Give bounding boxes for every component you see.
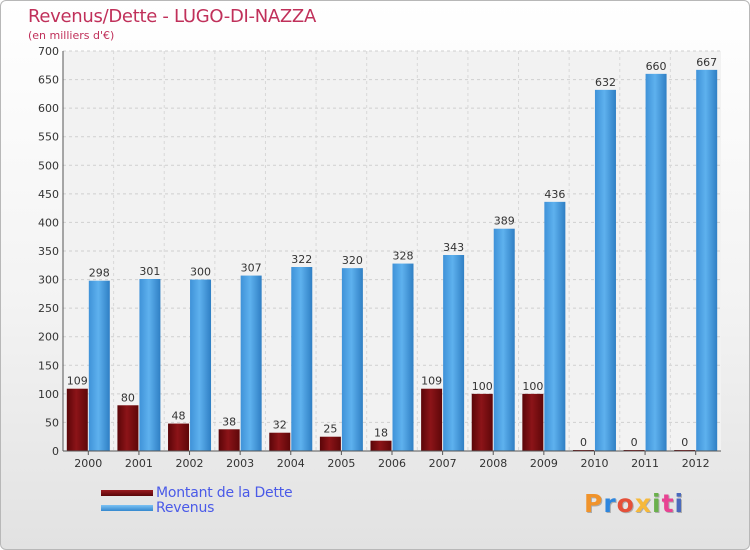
- bar-dette: [117, 405, 139, 451]
- y-tick-label: 400: [38, 216, 59, 229]
- y-tick-label: 600: [38, 102, 59, 115]
- data-label: 109: [421, 375, 442, 388]
- legend-label-dette: Montant de la Dette: [156, 485, 293, 501]
- x-tick-label: 2004: [277, 457, 305, 470]
- legend-swatch-dette: [101, 490, 153, 496]
- x-tick-label: 2010: [580, 457, 608, 470]
- data-label: 436: [544, 188, 565, 201]
- x-tick-label: 2001: [125, 457, 153, 470]
- x-tick-label: 2002: [176, 457, 204, 470]
- bar-revenus: [341, 268, 363, 451]
- y-tick-label: 300: [38, 274, 59, 287]
- bar-dette: [269, 432, 291, 451]
- data-label: 0: [580, 436, 587, 449]
- bar-revenus: [544, 201, 566, 451]
- bar-revenus: [594, 89, 616, 451]
- proxiti-logo: Proxiti: [584, 489, 684, 518]
- y-tick-label: 100: [38, 388, 59, 401]
- y-tick-label: 500: [38, 159, 59, 172]
- x-tick-label: 2000: [74, 457, 102, 470]
- data-label: 343: [443, 241, 464, 254]
- data-label: 667: [696, 56, 717, 69]
- x-tick-label: 2009: [530, 457, 558, 470]
- bar-dette: [218, 429, 240, 451]
- data-label: 320: [342, 254, 363, 267]
- bar-revenus: [291, 267, 313, 451]
- data-label: 109: [67, 375, 88, 388]
- data-label: 38: [222, 415, 236, 428]
- y-tick-label: 650: [38, 74, 59, 87]
- bar-dette: [168, 423, 190, 451]
- logo-letter: r: [603, 489, 617, 518]
- data-label: 298: [89, 267, 110, 280]
- bar-revenus: [392, 263, 414, 451]
- y-tick-label: 250: [38, 302, 59, 315]
- legend-swatch-revenus: [101, 505, 153, 511]
- data-label: 300: [190, 266, 211, 279]
- bar-revenus: [645, 73, 667, 451]
- x-tick-label: 2008: [479, 457, 507, 470]
- y-tick-label: 0: [52, 445, 59, 458]
- bar-dette: [421, 388, 443, 451]
- data-label: 660: [646, 60, 667, 73]
- bar-revenus: [443, 255, 465, 451]
- data-label: 80: [121, 391, 135, 404]
- data-label: 632: [595, 76, 616, 89]
- data-label: 18: [374, 427, 388, 440]
- x-tick-label: 2012: [682, 457, 710, 470]
- y-tick-label: 450: [38, 188, 59, 201]
- y-tick-label: 550: [38, 131, 59, 144]
- data-label: 328: [393, 250, 414, 263]
- logo-letter: t: [661, 489, 675, 518]
- data-label: 32: [273, 419, 287, 432]
- logo-letter: x: [634, 489, 652, 518]
- data-label: 0: [631, 436, 638, 449]
- bar-revenus: [240, 275, 262, 451]
- legend-label-revenus: Revenus: [156, 500, 215, 516]
- bar-dette: [370, 440, 392, 451]
- data-label: 48: [172, 410, 186, 423]
- bar-dette: [319, 436, 341, 451]
- data-label: 100: [522, 380, 543, 393]
- x-tick-label: 2007: [429, 457, 457, 470]
- bar-dette: [66, 388, 88, 451]
- y-tick-label: 350: [38, 245, 59, 258]
- x-tick-label: 2003: [226, 457, 254, 470]
- data-label: 100: [472, 380, 493, 393]
- bar-revenus: [88, 280, 110, 451]
- x-tick-label: 2005: [327, 457, 355, 470]
- bar-revenus: [696, 69, 718, 451]
- bar-dette: [471, 393, 493, 451]
- data-label: 322: [291, 253, 312, 266]
- y-tick-label: 50: [45, 416, 59, 429]
- logo-letter: i: [674, 489, 685, 518]
- chart-title: Revenus/Dette - LUGO-DI-NAZZA: [28, 6, 316, 27]
- y-tick-label: 700: [38, 45, 59, 58]
- logo-letter: P: [584, 489, 604, 518]
- logo-letter: o: [616, 489, 635, 518]
- bar-revenus: [139, 279, 161, 451]
- data-label: 25: [323, 423, 337, 436]
- data-label: 0: [681, 436, 688, 449]
- x-tick-label: 2011: [631, 457, 659, 470]
- y-tick-label: 200: [38, 331, 59, 344]
- data-label: 389: [494, 215, 515, 228]
- bar-dette: [522, 393, 544, 451]
- bar-revenus: [190, 279, 212, 451]
- chart-subtitle: (en milliers d'€): [28, 29, 115, 42]
- data-label: 307: [241, 262, 262, 275]
- x-tick-label: 2006: [378, 457, 406, 470]
- bar-revenus: [493, 228, 515, 451]
- data-label: 301: [139, 265, 160, 278]
- logo-letter: i: [652, 489, 662, 518]
- y-tick-label: 150: [38, 359, 59, 372]
